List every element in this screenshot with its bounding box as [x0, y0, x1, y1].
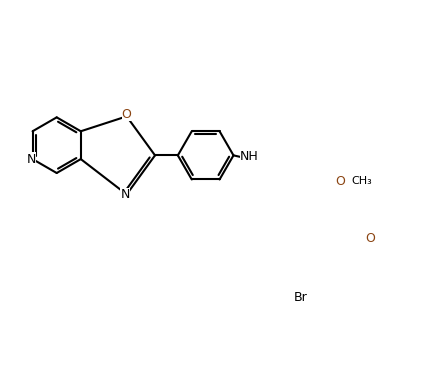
Text: O: O	[122, 108, 132, 121]
Text: O: O	[366, 232, 376, 245]
Text: Br: Br	[294, 291, 308, 304]
Text: CH₃: CH₃	[351, 177, 372, 186]
Text: N: N	[120, 188, 130, 201]
Text: N: N	[27, 152, 36, 166]
Text: NH: NH	[240, 150, 259, 163]
Text: O: O	[335, 175, 345, 188]
